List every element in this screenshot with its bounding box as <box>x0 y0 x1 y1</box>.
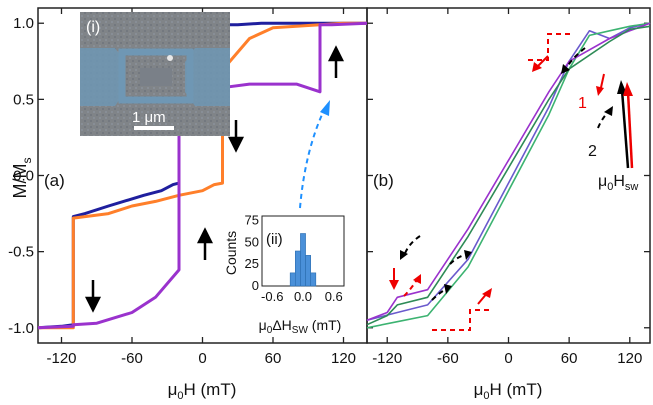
histogram-x-tick: 0.6 <box>325 289 343 304</box>
panel-b-axes: -120 -60 0 60 120 <box>367 8 650 367</box>
histogram-y-label: Counts <box>223 231 239 275</box>
histogram-bar <box>289 272 296 287</box>
histogram-bar <box>310 272 317 287</box>
series-line-0 <box>366 22 651 321</box>
red-dashed-box-top <box>528 33 572 61</box>
red-dashed-box-bottom <box>432 309 490 331</box>
panel-a-label: (a) <box>44 171 65 190</box>
histogram-bar <box>305 255 311 287</box>
x-tick-label: -120 <box>372 350 402 367</box>
x-tick-label: 0 <box>504 350 512 367</box>
histogram-y-tick: 75 <box>245 212 259 227</box>
x-tick-label: -60 <box>121 350 143 367</box>
histogram-x-tick: -0.6 <box>261 289 283 304</box>
histogram-x-tick: 0.0 <box>294 289 312 304</box>
histogram-x-label: μ0ΔHSW (mT) <box>259 317 342 336</box>
y-tick-label: -0.5 <box>8 244 34 261</box>
inset-histogram-ticks: -0.6 0.0 0.6 0 25 50 75 <box>245 212 343 304</box>
y-axis-label: M/Ms <box>10 158 34 199</box>
x-tick-label: -120 <box>46 350 76 367</box>
scale-bar-label: 1 μm <box>132 109 166 126</box>
series-line-1 <box>366 22 651 329</box>
x-tick-label: 120 <box>331 350 356 367</box>
panel-b-frame <box>366 7 651 344</box>
y-tick-label: 1.0 <box>13 15 34 32</box>
y-tick-label: 0.5 <box>13 91 34 108</box>
panel-a-axes: -120 -60 0 60 120 -1.0 -0.5 0.0 0.5 1.0 <box>8 8 356 367</box>
histogram-y-tick: 50 <box>245 234 259 249</box>
histogram-bar <box>295 250 301 287</box>
panel-b-arrows <box>389 47 634 305</box>
x-tick-label: 60 <box>265 350 282 367</box>
series-line-2 <box>366 22 651 321</box>
label-2: 2 <box>588 143 597 160</box>
inset-i-label: (i) <box>86 19 100 36</box>
label-1: 1 <box>578 95 587 112</box>
histogram-y-tick: 25 <box>245 256 259 271</box>
dashed-pointer-arrow <box>299 107 326 209</box>
panel-b-x-label: μ0H (mT) <box>474 380 543 402</box>
x-tick-label: -60 <box>437 350 459 367</box>
y-tick-label: 0.0 <box>13 168 34 185</box>
histogram-bar <box>300 233 306 287</box>
dashed-pointer-arrowhead <box>320 100 330 116</box>
inset-sem-image <box>80 12 230 136</box>
panel-a-x-label: μ0H (mT) <box>168 380 237 402</box>
series-line-1 <box>38 21 367 330</box>
inset-ii-label: (ii) <box>266 231 283 248</box>
hsw-label: μ0Hsw <box>598 173 638 193</box>
series-line-3 <box>366 25 651 326</box>
panel-b-label: (b) <box>373 171 394 190</box>
x-tick-label: 0 <box>198 350 206 367</box>
x-tick-label: 120 <box>617 350 642 367</box>
histogram-y-tick: 0 <box>252 278 259 293</box>
y-tick-label: -1.0 <box>8 320 34 337</box>
panel-b-series <box>366 22 651 329</box>
inset-histogram-bars <box>289 233 317 287</box>
arrow-annotations-a <box>84 45 345 313</box>
x-tick-label: 60 <box>561 350 578 367</box>
